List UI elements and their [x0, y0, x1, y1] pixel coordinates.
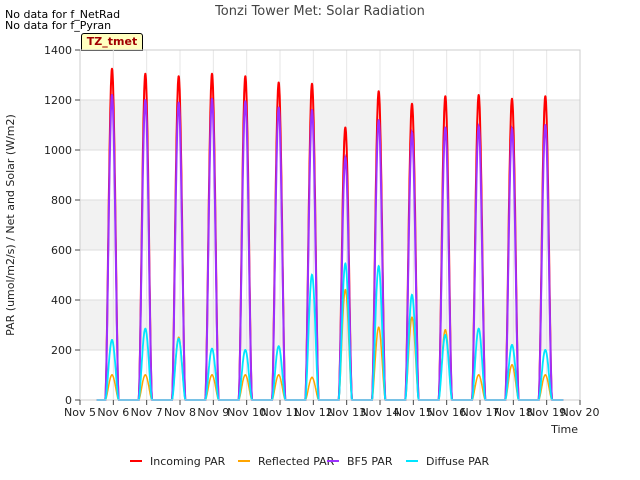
data-point: [411, 131, 413, 134]
data-point: [244, 374, 247, 376]
x-tick-label: Nov 9: [197, 406, 229, 419]
data-point: [444, 126, 447, 129]
data-point: [411, 102, 413, 105]
plot-band: [80, 200, 580, 250]
legend-label: Reflected PAR: [258, 455, 335, 468]
data-point: [144, 327, 147, 330]
chart-title: Tonzi Tower Met: Solar Radiation: [215, 4, 425, 19]
data-point: [544, 124, 547, 126]
data-point: [511, 97, 513, 100]
y-tick-label: 1400: [44, 44, 72, 57]
x-tick-label: Nov 19: [527, 406, 566, 419]
x-tick-label: Nov 10: [227, 406, 266, 419]
x-tick-label: Nov 20: [561, 406, 600, 419]
data-point: [177, 337, 180, 340]
x-tick-label: Nov 17: [461, 406, 500, 419]
data-point: [511, 344, 513, 346]
x-tick-label: Nov 8: [164, 406, 196, 419]
data-point: [244, 100, 247, 103]
data-point: [311, 274, 313, 276]
data-point: [277, 374, 280, 376]
data-point: [377, 90, 380, 93]
data-point: [244, 349, 247, 351]
legend-label: BF5 PAR: [347, 455, 393, 468]
data-point: [111, 339, 113, 341]
data-point: [544, 374, 547, 376]
legend-label: Diffuse PAR: [426, 455, 490, 468]
y-axis: 0 200 400 600 800 1000 1200 1400: [44, 44, 80, 407]
data-point: [111, 94, 113, 96]
data-point: [144, 99, 147, 101]
y-tick-label: 200: [51, 344, 72, 357]
data-point: [144, 374, 147, 376]
data-point: [444, 334, 447, 336]
data-point: [511, 127, 513, 130]
y-tick-label: 1200: [44, 94, 72, 107]
data-point: [311, 109, 313, 111]
data-point: [211, 347, 213, 350]
data-point: [211, 374, 213, 376]
data-point: [211, 97, 213, 100]
plot-frame: [79, 49, 581, 401]
data-point: [444, 95, 447, 98]
data-point: [544, 95, 547, 98]
x-tick-label: Nov 16: [427, 406, 466, 419]
plot-band: [80, 300, 580, 350]
data-point: [544, 349, 547, 351]
data-point: [444, 329, 447, 331]
data-point: [211, 72, 213, 75]
data-point: [277, 345, 280, 348]
data-point: [411, 294, 413, 296]
y-tick-label: 0: [65, 394, 72, 407]
x-tick-label: Nov 6: [97, 406, 129, 419]
data-point: [277, 81, 280, 84]
data-point: [244, 75, 247, 78]
y-tick-label: 400: [51, 294, 72, 307]
data-point: [344, 156, 347, 159]
data-point: [477, 327, 480, 330]
plot-band: [80, 100, 580, 150]
data-point: [177, 101, 180, 104]
data-point: [311, 376, 313, 379]
data-point: [344, 126, 347, 129]
plot-bands: [80, 100, 580, 350]
x-tick-label: Nov 5: [64, 406, 96, 419]
x-tick-label: Nov 13: [327, 406, 366, 419]
x-tick-label: Nov 12: [294, 406, 333, 419]
data-point: [177, 75, 180, 78]
data-point: [111, 67, 113, 70]
x-tick-label: Nov 18: [494, 406, 533, 419]
x-axis-label: Time: [550, 423, 578, 436]
data-point: [277, 106, 280, 109]
data-point: [411, 316, 413, 319]
data-point: [511, 364, 513, 366]
x-tick-label: Nov 7: [131, 406, 163, 419]
y-axis-label: PAR (umol/m2/s) / Net and Solar (W/m2): [4, 114, 17, 336]
data-point: [344, 262, 347, 265]
data-point: [477, 374, 480, 376]
data-point: [377, 265, 380, 268]
y-tick-label: 600: [51, 244, 72, 257]
no-data-netrad: No data for f_NetRad: [5, 8, 121, 21]
data-point: [111, 374, 113, 376]
x-tick-label: Nov 15: [394, 406, 433, 419]
no-data-pyran: No data for f_Pyran: [5, 19, 112, 32]
data-point: [477, 125, 480, 128]
data-point: [377, 326, 380, 329]
x-tick-label: Nov 11: [261, 406, 300, 419]
data-point: [311, 82, 313, 85]
x-tick-label: Nov 14: [361, 406, 400, 419]
data-point: [144, 72, 147, 75]
site-badge: TZ_tmet: [81, 33, 143, 51]
legend: Incoming PAR Reflected PAR BF5 PAR Diffuse …: [130, 455, 490, 468]
y-tick-label: 800: [51, 194, 72, 207]
data-point: [377, 119, 380, 121]
data-point: [344, 289, 347, 291]
data-point: [477, 94, 480, 96]
y-tick-label: 1000: [44, 144, 72, 157]
legend-label: Incoming PAR: [150, 455, 226, 468]
